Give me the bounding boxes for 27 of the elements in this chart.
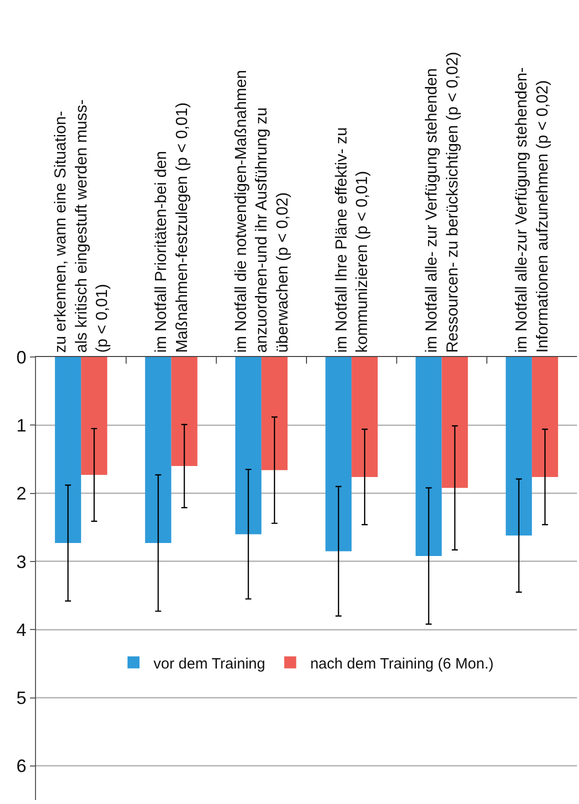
bar [235,357,262,534]
x-tick-label: im Notfall alle- zur Verfügung stehenden Ressourcen- zu berücksichtigen (p < 0,02) [424,52,462,353]
bar [416,357,442,556]
bar [81,357,108,475]
x-tick-label: zu erkennen, wann eine Situation- als kritisch eingestuft werden muss- (p < 0,01) [52,99,112,353]
bar [171,357,198,466]
y-tick-label: 0 [16,347,26,368]
bar [442,357,468,488]
x-tick-label: im Notfall alle-zur Verfügung stehenden- Informationen aufzunehmen (p < 0,02) [514,67,552,353]
bar [261,357,288,470]
y-tick-label: 4 [16,620,26,640]
legend-label: nach dem Training (6 Mon.) [310,655,494,672]
y-tick-label: 6 [16,756,26,776]
bar [532,357,558,477]
x-tick-label: im Notfall Prioritäten-bei den Maßnahmen-festzulegen (p < 0,01) [153,102,191,353]
y-tick-label: 3 [16,552,26,572]
bar [352,357,378,477]
x-tick-label: im Notfall Ihre Pläne effektiv- zu kommunizieren (p < 0,01) [333,127,372,353]
bar [145,357,172,544]
bar [54,357,82,544]
x-tick-label: im Notfall die notwendigen-Maßnahmen anzuordnen-und ihr Ausführung zu überwachen (p < 0,02) [232,70,292,353]
bar [506,357,532,536]
y-tick-label: 2 [16,484,26,504]
legend-label: vor dem Training [154,655,266,672]
y-tick-label: 1 [16,415,26,436]
y-tick-label: 5 [16,688,26,708]
bar [325,357,352,552]
